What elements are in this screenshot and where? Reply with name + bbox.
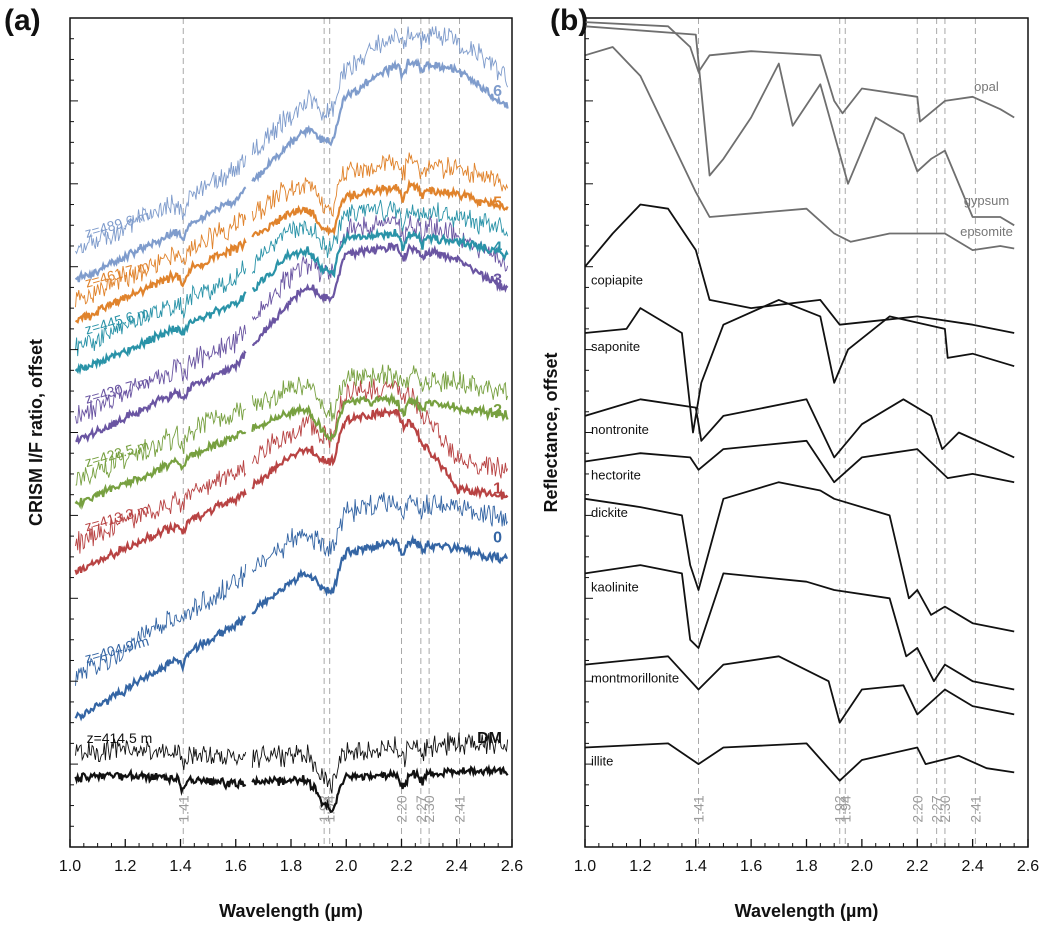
reference-line-label: 2.41 (452, 795, 468, 822)
x-tick-label: 1.4 (685, 858, 707, 875)
x-tick-label: 2.4 (962, 858, 984, 875)
panel-b-y-axis-title: Reflectance, offset (541, 352, 561, 512)
depth-label-4: z=445.6 m (83, 304, 151, 338)
mineral-spectrum-epsomite (584, 46, 1015, 251)
spectrum-number-3: 3 (493, 271, 502, 288)
x-tick-label: 1.6 (740, 858, 762, 875)
panel-b-ticks: 1.0 1.2 1.4 1.6 1.8 2.0 2.2 2.4 2.6 (574, 17, 1039, 875)
mineral-spectrum-copiapite (584, 203, 1015, 334)
x-tick-label: 2.4 (446, 858, 468, 875)
x-tick-label: 2.6 (1017, 858, 1039, 875)
mineral-spectrum-nontronite (584, 398, 1015, 459)
mineral-label-saponite: saponite (591, 339, 640, 354)
mineral-spectrum-kaolinite (584, 564, 1015, 691)
mineral-spectrum-hectorite (584, 439, 1015, 484)
spectrum-DM-thin (75, 732, 509, 794)
x-tick-label: 1.8 (795, 858, 817, 875)
spectrum-6-thick (74, 57, 509, 283)
x-tick-label: 1.2 (114, 858, 136, 875)
x-tick-label: 1.0 (574, 858, 596, 875)
x-tick-label: 1.0 (59, 858, 81, 875)
reference-line-label: 2.27 (929, 795, 945, 822)
mineral-label-montmorillonite: montmorillonite (591, 671, 679, 686)
spectrum-1-thick (74, 406, 509, 576)
x-tick-label: 2.2 (390, 858, 412, 875)
x-tick-label: 1.6 (225, 858, 247, 875)
mineral-label-copiapite: copiapite (591, 273, 643, 288)
spectrum-number-DM: DM (477, 730, 502, 747)
spectrum-2-thick (74, 392, 509, 510)
spectrum-5-thin (75, 152, 509, 308)
reference-line-label: 2.20 (909, 795, 925, 822)
panel-a-y-axis-title: CRISM I/F ratio, offset (26, 339, 46, 526)
spectrum-number-5: 5 (493, 194, 502, 211)
spectrum-5-thick (75, 178, 509, 324)
panel-a: (a) 1.41 1.921.94 2.20 2.272.30 2.41 z=414.5… (4, 4, 523, 921)
spectrum-6-thin (75, 26, 509, 255)
panel-a-series (74, 26, 509, 814)
spectrum-number-1: 1 (493, 481, 502, 498)
panel-b-label: (b) (550, 4, 588, 37)
x-tick-label: 1.2 (629, 858, 651, 875)
x-tick-label: 2.0 (335, 858, 357, 875)
mineral-spectrum-dickite (584, 481, 1015, 633)
mineral-label-nontronite: nontronite (591, 422, 649, 437)
mineral-label-gypsum: gypsum (964, 193, 1010, 208)
mineral-label-kaolinite: kaolinite (591, 579, 639, 594)
reference-line-label: 1.41 (175, 795, 191, 822)
reference-line-label: 2.41 (967, 795, 983, 822)
spectrum-DM-thick (74, 763, 509, 814)
panel-b-x-axis-title: Wavelength (µm) (735, 901, 879, 921)
spectrum-4-thick (74, 227, 509, 375)
spectrum-number-2: 2 (493, 402, 502, 419)
spectrum-0-thin (75, 492, 508, 686)
spectrum-number-0: 0 (493, 529, 502, 546)
spectrum-number-4: 4 (493, 239, 502, 256)
spectrum-3-thick (75, 241, 509, 445)
mineral-label-hectorite: hectorite (591, 468, 641, 483)
depth-label-3: z=430.7 m (83, 373, 151, 407)
depth-label-1: z=413.3 m (83, 501, 151, 535)
x-tick-label: 1.8 (280, 858, 302, 875)
reference-line-label: 1.41 (691, 795, 707, 822)
mineral-spectrum-illite (584, 742, 1015, 782)
mineral-label-epsomite: epsomite (960, 224, 1013, 239)
reference-line-label: 2.20 (394, 795, 410, 822)
reference-line-label: 1.92 (832, 795, 848, 822)
mineral-spectrum-saponite (584, 299, 1015, 434)
mineral-label-opal: opal (974, 79, 999, 94)
mineral-label-dickite: dickite (591, 505, 628, 520)
panel-a-label: (a) (4, 4, 41, 37)
depth-label-6: z=489.6 m (83, 207, 151, 241)
depth-label-2: z=423.5 m (83, 437, 151, 471)
spectrum-4-thin (75, 199, 509, 357)
x-tick-label: 2.6 (501, 858, 523, 875)
panel-b-series-labels: opal gypsum epsomite copiapite saponite nontr… (591, 79, 1013, 769)
mineral-spectrum-montmorillonite (584, 655, 1015, 724)
depth-label-DM: z=414.5 m (87, 730, 153, 746)
x-tick-label: 1.4 (169, 858, 191, 875)
reference-line-label: 2.30 (421, 795, 437, 822)
spectrum-3-thin (75, 215, 509, 424)
mineral-label-illite: illite (591, 754, 613, 769)
panel-b: (b) 1.41 1.921.94 2.20 2.272.30 2.41 opal gyp… (541, 4, 1039, 921)
x-tick-label: 2.2 (906, 858, 928, 875)
reference-line-label: 2.27 (413, 795, 429, 822)
spectrum-0-thick (74, 534, 508, 722)
panel-b-series (584, 21, 1015, 782)
panel-a-x-axis-title: Wavelength (µm) (219, 901, 363, 921)
mineral-spectrum-opal (584, 21, 1015, 123)
spectrum-number-6: 6 (493, 83, 502, 100)
mineral-spectrum-gypsum (584, 25, 1015, 227)
panel-a-ticks: 1.0 1.2 1.4 1.6 1.8 2.0 2.2 2.4 2.6 (59, 17, 523, 875)
spectrum-2-thin (75, 364, 509, 486)
reference-line-label: 1.94 (837, 795, 853, 822)
reference-line-label: 2.30 (937, 795, 953, 822)
x-tick-label: 2.0 (851, 858, 873, 875)
panel-b-frame (584, 17, 1029, 848)
